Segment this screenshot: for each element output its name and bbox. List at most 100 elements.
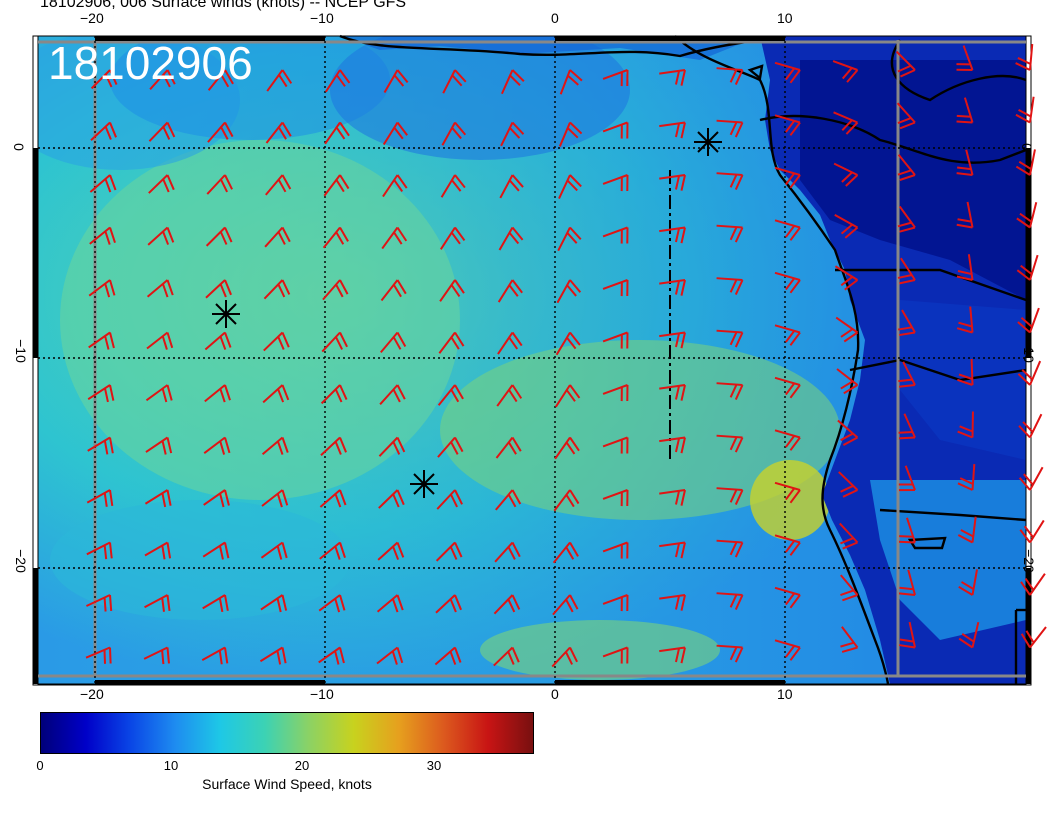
wind-barb [436,489,463,510]
wind-barb [602,594,629,612]
wind-barb [382,174,408,198]
wind-barb [318,594,346,613]
wind-barb [554,436,580,460]
wind-barb [659,174,686,191]
wind-barb [440,174,466,198]
wind-barb [774,324,801,346]
wind-barb [659,69,686,86]
wind-barb [1017,307,1040,334]
wind-barb [438,331,465,354]
wind-barb [202,594,229,613]
wind-barb [143,646,170,665]
wind-barb [558,174,582,199]
wind-barb [552,541,579,564]
wind-barb [1015,96,1035,124]
wind-barb [774,429,801,451]
wind-barb [325,69,351,93]
colorbar [40,712,534,754]
wind-barb [957,463,976,491]
wind-barb [322,226,349,249]
wind-barb [261,489,289,508]
wind-barb [495,489,522,511]
wind-barb [602,174,629,192]
wind-barb [774,534,801,556]
wind-barb [834,265,859,291]
colorbar-tick: 0 [36,758,44,773]
graticule [38,36,1026,684]
wind-barb [1018,413,1043,439]
wind-barb [499,174,524,199]
wind-barb [146,331,174,350]
wind-barb [90,121,117,141]
wind-barb [148,121,176,142]
wind-barb [840,626,859,653]
wind-barb [956,201,974,229]
wind-barb [602,384,629,402]
wind-barb [834,214,859,239]
wind-barb [838,471,859,498]
lat-tick-label: −20 [12,549,29,573]
wind-barb [435,541,463,562]
wind-barb [716,119,744,138]
wind-barb [774,376,801,399]
wind-barb [262,384,290,404]
wind-barb [1015,44,1034,71]
wind-barb [148,174,175,194]
star-marker [694,128,722,156]
wind-barb [1016,254,1039,281]
wind-barb [259,646,287,665]
wind-barb [319,541,346,560]
wind-barb [144,594,171,612]
wind-barb [716,329,744,348]
wind-barb [380,279,407,302]
wind-barb [833,162,859,187]
wind-barb [202,541,230,560]
wind-barb [203,489,230,508]
wind-barb [716,172,744,190]
wind-barb [602,436,629,454]
wind-barb [895,50,916,78]
wind-barb [437,436,464,458]
wind-barb [659,594,686,611]
lon-tick-label: −20 [80,686,104,702]
wind-barb [552,594,579,616]
wind-barb [659,121,686,139]
wind-barb [774,586,801,609]
wind-barb [380,331,407,354]
wind-barb [88,279,116,298]
wind-barb [1017,360,1042,386]
wind-barb [774,271,801,294]
lon-tick-label: 0 [551,10,559,26]
lat-tick-label: 0 [10,143,27,151]
wind-barb [320,384,348,405]
wind-barb [840,574,859,602]
figure-title: 18102906, 006 Surface winds (knots) -- N… [40,0,407,11]
wind-barb [378,436,406,457]
wind-barb [555,384,581,408]
wind-barb [898,569,916,596]
wind-barb [839,522,859,550]
lon-tick-label: 10 [777,10,793,26]
wind-barb [716,67,744,85]
wind-barb [437,384,464,406]
wind-barb [204,331,232,351]
wind-barb [441,121,467,146]
wind-barb [659,436,686,454]
wind-barb [958,621,980,649]
lon-tick-label: 0 [551,686,559,702]
wind-barb [378,489,405,509]
wind-barb [898,413,916,440]
wind-barb [318,646,345,665]
wind-barb [496,384,523,407]
wind-barb [500,121,525,147]
wind-barb [957,516,977,544]
wind-barb [260,541,288,560]
wind-barb [440,226,466,250]
wind-barb [324,121,350,145]
lon-tick-label: 10 [777,686,793,702]
wind-barb [774,61,801,84]
wind-barb [1019,519,1045,544]
wind-barb [659,646,686,664]
wind-barb [898,517,916,544]
wind-barb [439,279,465,302]
